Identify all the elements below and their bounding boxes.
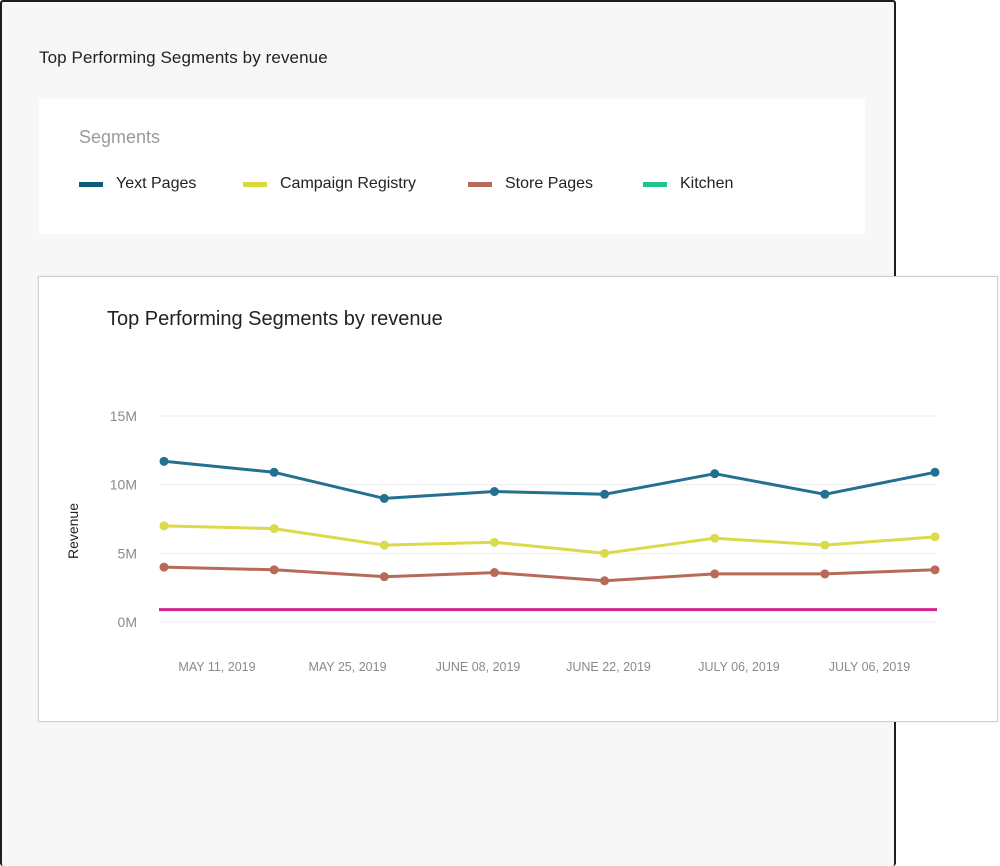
legend-swatch-yext-pages (79, 181, 103, 187)
data-point[interactable] (930, 532, 940, 542)
data-point[interactable] (159, 521, 169, 531)
legend-label: Yext Pages (116, 175, 197, 192)
x-tick-label: JUNE 08, 2019 (436, 660, 521, 674)
data-point[interactable] (820, 569, 830, 579)
data-point[interactable] (489, 487, 499, 497)
segments-legend-panel: Segments Yext Pages Campaign Registry St… (39, 99, 865, 234)
y-tick-label: 5M (118, 545, 137, 561)
legend-label: Store Pages (505, 175, 594, 192)
data-point[interactable] (489, 568, 499, 578)
series-line-0 (163, 459, 936, 500)
x-tick-label: JUNE 22, 2019 (566, 660, 651, 674)
data-point[interactable] (820, 489, 830, 499)
x-tick-label: JULY 06, 2019 (698, 660, 780, 674)
chart-title: Top Performing Segments by revenue (107, 308, 443, 330)
data-point[interactable] (159, 456, 169, 466)
series-line-2 (163, 565, 936, 583)
data-point[interactable] (379, 572, 389, 582)
data-point[interactable] (269, 467, 279, 477)
chart-card: Top Performing Segments by revenue 0M 5M 1… (38, 276, 998, 722)
legend-item-kitchen[interactable]: Kitchen (643, 175, 733, 193)
data-point[interactable] (600, 576, 610, 586)
data-point[interactable] (269, 565, 279, 575)
data-point[interactable] (930, 565, 940, 575)
legend-label: Campaign Registry (280, 175, 417, 192)
x-tick-label: MAY 11, 2019 (178, 660, 255, 674)
data-point[interactable] (600, 548, 610, 558)
data-point[interactable] (159, 562, 169, 572)
data-point[interactable] (600, 489, 610, 499)
background-card-title: Top Performing Segments by revenue (39, 48, 328, 67)
data-point[interactable] (710, 569, 720, 579)
data-point[interactable] (379, 540, 389, 550)
line-chart: 0M 5M 10M 15M Revenue MAY 11, 2019 MAY 25, 201… (65, 408, 940, 674)
data-point[interactable] (820, 540, 830, 550)
legend-label: Kitchen (680, 175, 734, 192)
y-tick-label: 10M (110, 477, 137, 493)
data-point[interactable] (379, 493, 389, 503)
x-tick-label: MAY 25, 2019 (308, 660, 386, 674)
data-point[interactable] (710, 533, 720, 543)
legend-item-campaign-registry[interactable]: Campaign Registry (243, 175, 416, 193)
legend-swatch-kitchen (643, 181, 667, 187)
y-axis-label: Revenue (65, 503, 81, 559)
legend-item-store-pages[interactable]: Store Pages (468, 175, 593, 193)
y-tick-label: 0M (118, 614, 137, 630)
legend-swatch-store-pages (468, 181, 492, 187)
series-line-1 (163, 524, 936, 555)
y-tick-label: 15M (110, 408, 137, 424)
legend-swatch-campaign-registry (243, 181, 267, 187)
data-point[interactable] (489, 537, 499, 547)
legend-item-yext-pages[interactable]: Yext Pages (79, 175, 196, 193)
x-tick-label: JULY 06, 2019 (829, 660, 911, 674)
segments-title: Segments (79, 127, 161, 147)
data-point[interactable] (930, 467, 940, 477)
data-point[interactable] (269, 524, 279, 534)
data-point[interactable] (710, 469, 720, 479)
